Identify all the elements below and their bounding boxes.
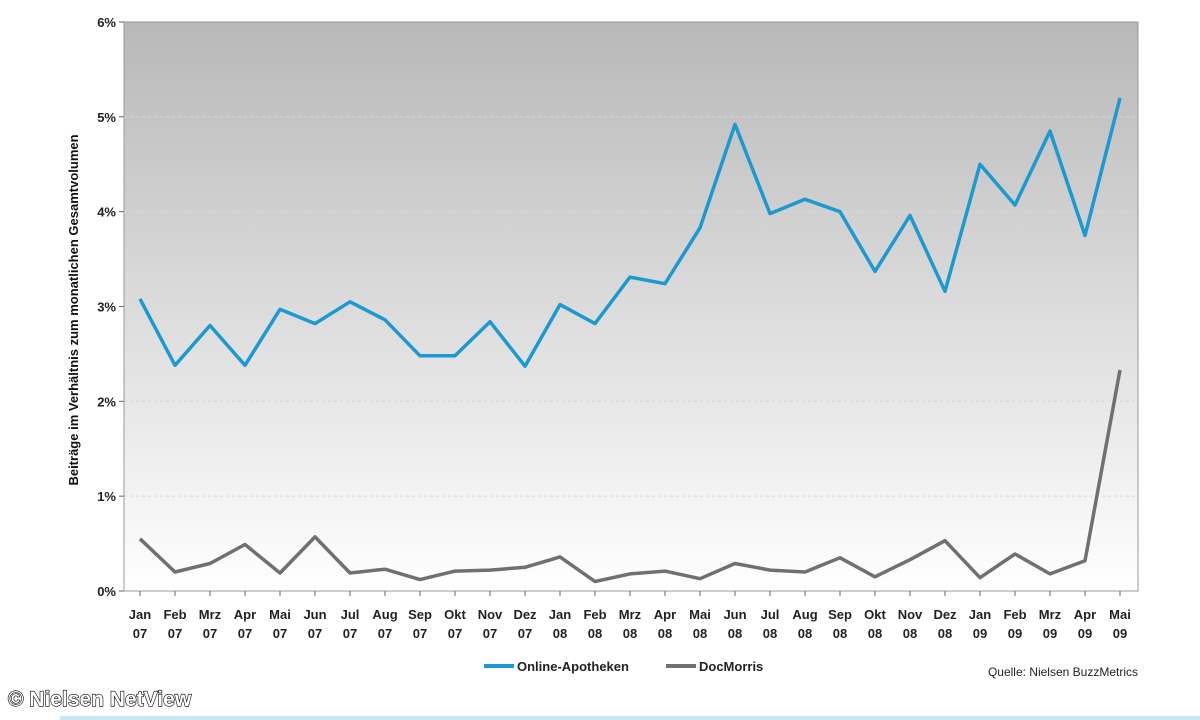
x-tick-label: Mai 07 bbox=[269, 607, 291, 641]
x-tick-label: Aug 08 bbox=[792, 607, 817, 641]
x-tick-label: Mrz 09 bbox=[1039, 607, 1062, 641]
x-tick-label: Jun 07 bbox=[303, 607, 326, 641]
x-tick-label: Jul 08 bbox=[761, 607, 780, 641]
legend-label-online-apotheken: Online-Apotheken bbox=[517, 659, 629, 674]
x-tick-label: Feb 08 bbox=[583, 607, 606, 641]
x-tick-label: Nov 08 bbox=[898, 607, 923, 641]
x-tick-labels: Jan 07 Feb 07 Mrz 07 Apr 07 Mai 07 Jun 07 Jul 07 Aug 07… bbox=[129, 591, 1131, 641]
x-tick-label: Dez 08 bbox=[933, 607, 957, 641]
series-line-online-apotheken bbox=[138, 97, 1122, 368]
y-tick-label: 2% bbox=[97, 394, 116, 409]
x-tick-label: Mai 08 bbox=[689, 607, 711, 641]
x-tick-label: Nov 07 bbox=[478, 607, 503, 641]
x-tick-label: Mrz 07 bbox=[199, 607, 222, 641]
gridlines bbox=[124, 116, 1138, 497]
x-tick-label: Jun 08 bbox=[723, 607, 746, 641]
x-tick-label: Okt 07 bbox=[444, 607, 466, 641]
y-tick-label: 0% bbox=[97, 584, 116, 599]
y-tick-label: 5% bbox=[97, 110, 116, 125]
x-tick-label: Jan 08 bbox=[549, 607, 571, 641]
x-tick-label: Feb 07 bbox=[163, 607, 186, 641]
x-tick-label: Mrz 08 bbox=[619, 607, 642, 641]
bottom-rule bbox=[60, 716, 1200, 720]
x-tick-label: Jan 07 bbox=[129, 607, 151, 641]
series-lines bbox=[138, 97, 1122, 584]
legend: Online-Apotheken DocMorris bbox=[484, 659, 763, 674]
x-tick-label: Sep 08 bbox=[828, 607, 852, 641]
x-tick-label: Mai 09 bbox=[1109, 607, 1131, 641]
x-tick-label: Apr 08 bbox=[654, 607, 676, 641]
x-tick-label: Okt 08 bbox=[864, 607, 886, 641]
y-tick-label: 4% bbox=[97, 205, 116, 220]
y-axis-title: Beiträge im Verhältnis zum monatlichen G… bbox=[66, 134, 81, 485]
legend-label-docmorris: DocMorris bbox=[699, 659, 763, 674]
x-tick-label: Feb 09 bbox=[1003, 607, 1026, 641]
x-tick-label: Apr 09 bbox=[1074, 607, 1096, 641]
y-tick-labels: 0% 1% 2% 3% 4% 5% 6% bbox=[97, 15, 124, 599]
y-tick-label: 3% bbox=[97, 300, 116, 315]
x-tick-label: Aug 07 bbox=[372, 607, 397, 641]
x-tick-label: Apr 07 bbox=[234, 607, 256, 641]
watermark: © Nielsen NetView bbox=[8, 688, 192, 711]
x-tick-label: Jul 07 bbox=[341, 607, 360, 641]
y-tick-label: 6% bbox=[97, 15, 116, 30]
x-tick-label: Jan 09 bbox=[969, 607, 991, 641]
source-note: Quelle: Nielsen BuzzMetrics bbox=[988, 665, 1138, 679]
y-tick-label: 1% bbox=[97, 489, 116, 504]
x-tick-label: Dez 07 bbox=[513, 607, 537, 641]
series-line-docmorris bbox=[138, 369, 1122, 584]
x-tick-label: Sep 07 bbox=[408, 607, 432, 641]
